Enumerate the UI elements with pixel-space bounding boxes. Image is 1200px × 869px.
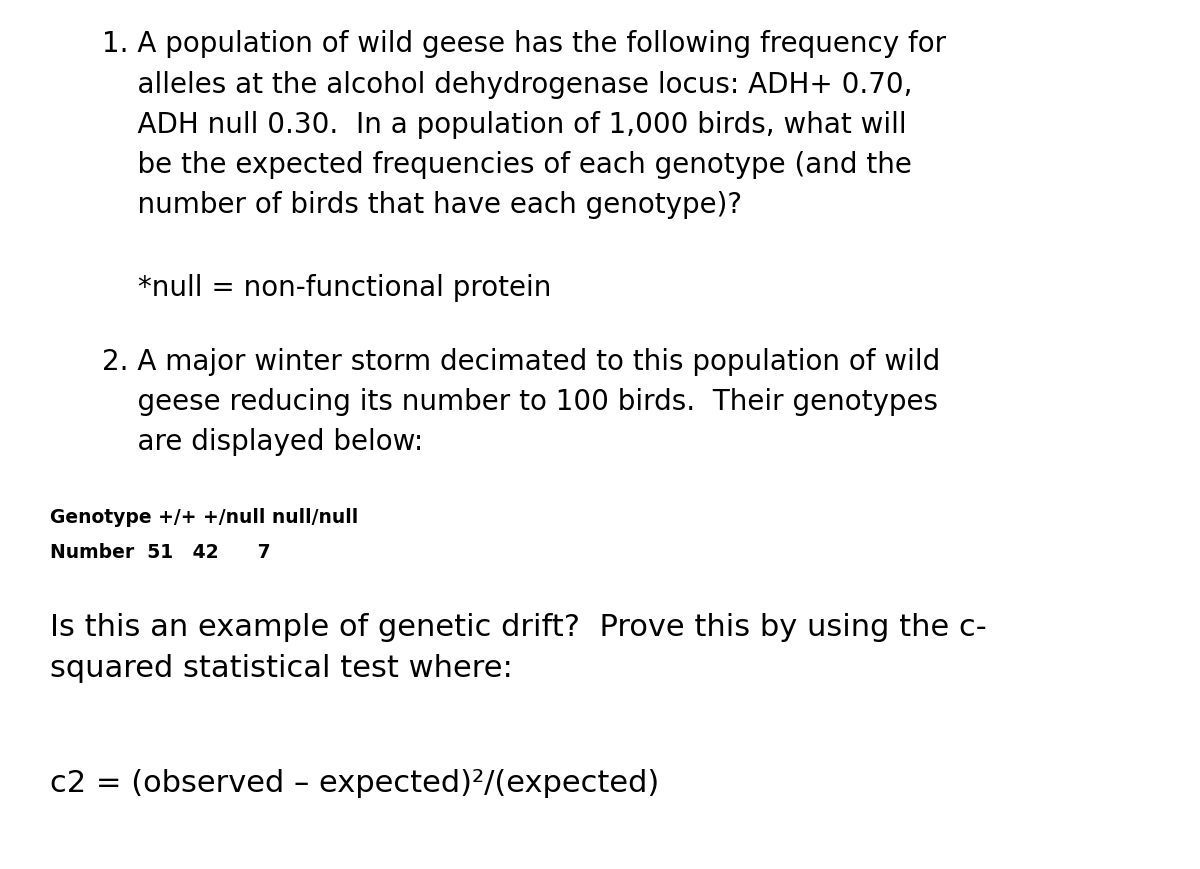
Text: c2 = (observed – expected)²/(expected): c2 = (observed – expected)²/(expected) xyxy=(50,769,660,798)
Text: *null = non-functional protein: *null = non-functional protein xyxy=(138,274,551,302)
Text: Number  51   42      7: Number 51 42 7 xyxy=(50,543,271,562)
Text: Genotype +/+ +/null null/null: Genotype +/+ +/null null/null xyxy=(50,508,359,527)
Text: Is this an example of genetic drift?  Prove this by using the c-
squared statist: Is this an example of genetic drift? Pro… xyxy=(50,613,988,683)
Text: 1. A population of wild geese has the following frequency for
    alleles at the: 1. A population of wild geese has the fo… xyxy=(102,30,946,219)
Text: 2. A major winter storm decimated to this population of wild
    geese reducing : 2. A major winter storm decimated to thi… xyxy=(102,348,941,456)
